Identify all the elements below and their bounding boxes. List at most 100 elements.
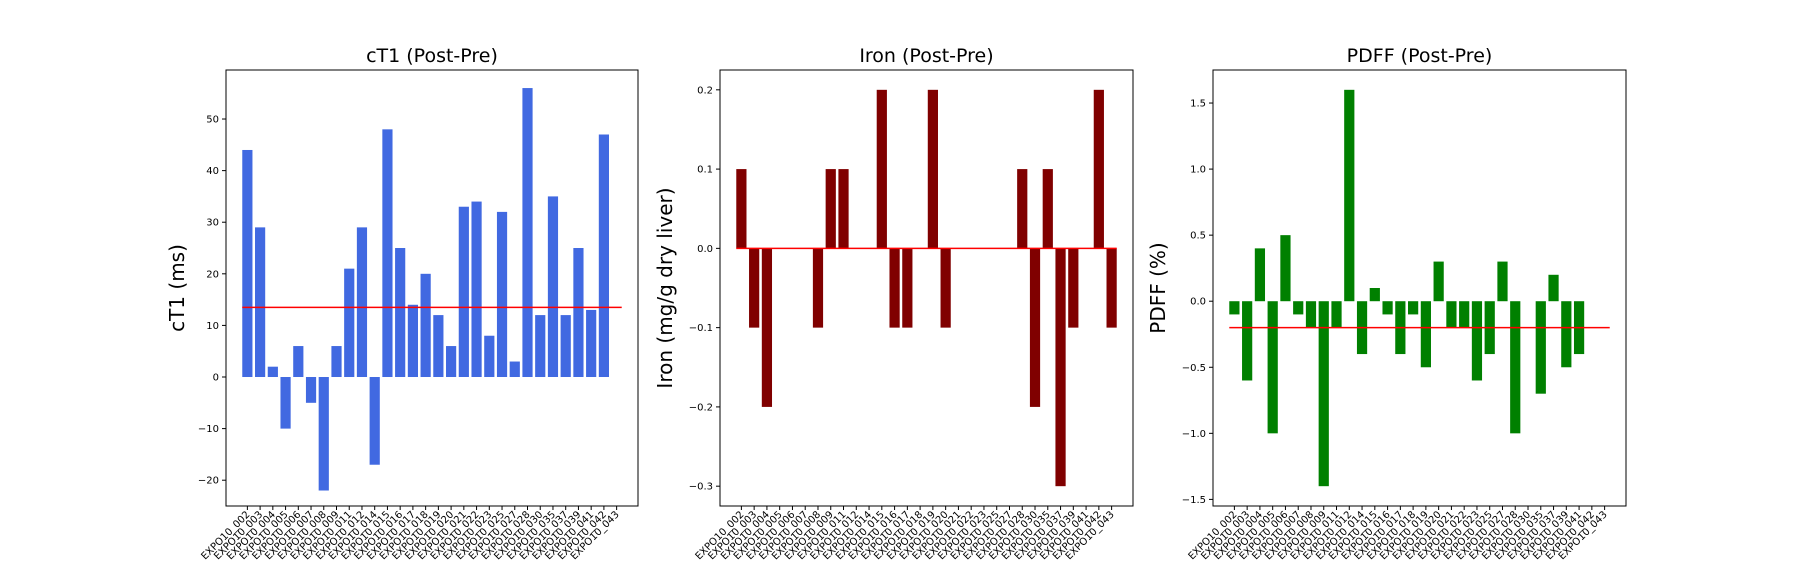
iron-bar: [927, 89, 938, 249]
ct1-bar: [586, 309, 597, 378]
ct1-ytick-label: 0: [213, 373, 219, 384]
iron-bar: [1068, 248, 1079, 328]
ct1-bar: [573, 248, 584, 377]
iron-bar: [1029, 248, 1041, 407]
pdff-chart: −1.5−1.0−0.50.00.51.01.5EXPO10_002EXPO10…: [1146, 45, 1627, 562]
iron-bar: [736, 169, 747, 249]
pdff-ytick-label: 0.5: [1190, 231, 1206, 242]
iron-bar: [1055, 248, 1066, 487]
iron-ytick-label: 0.2: [697, 85, 713, 96]
pdff-bar: [1420, 301, 1431, 368]
ct1-bar: [255, 227, 266, 377]
pdff-ytick-label: −1.5: [1182, 495, 1206, 506]
pdff-bar: [1382, 301, 1393, 315]
pdff-bar: [1331, 301, 1342, 328]
pdff-bar: [1254, 248, 1266, 302]
iron-bar: [940, 248, 951, 328]
ct1-bar: [433, 315, 444, 378]
ct1-bar: [305, 377, 317, 403]
iron-ytick-label: 0.1: [697, 165, 713, 176]
pdff-axes-frame: [1212, 69, 1627, 507]
pdff-bar: [1242, 301, 1253, 381]
ct1-ytick-label: −10: [198, 424, 219, 435]
pdff-bar: [1459, 301, 1470, 328]
pdff-bar: [1497, 261, 1508, 302]
iron-chart-title: Iron (Post-Pre): [859, 45, 993, 67]
ct1-bar: [395, 248, 406, 377]
iron-ytick-label: −0.1: [689, 323, 713, 334]
pdff-bar: [1433, 261, 1444, 302]
ct1-bar: [293, 346, 304, 378]
ct1-bar: [446, 346, 457, 378]
ct1-bar: [420, 273, 431, 378]
iron-chart: −0.3−0.2−0.10.00.10.2EXPO10_002EXPO10_00…: [653, 45, 1134, 562]
ct1-bar: [267, 366, 278, 378]
ct1-bar: [509, 361, 520, 378]
ct1-y-axis-label: cT1 (ms): [165, 244, 189, 332]
pdff-bar: [1344, 89, 1355, 302]
ct1-ytick-label: 50: [206, 115, 219, 126]
ct1-bar: [547, 196, 559, 377]
pdff-chart-title: PDFF (Post-Pre): [1347, 45, 1493, 67]
iron-bar: [838, 169, 849, 249]
ct1-ytick-label: 10: [206, 321, 219, 332]
ct1-bar: [471, 201, 482, 377]
iron-ytick-label: −0.2: [689, 402, 713, 413]
ct1-bar: [242, 149, 253, 378]
pdff-bar: [1280, 235, 1291, 302]
pdff-ytick-label: 1.0: [1190, 165, 1206, 176]
ct1-bar: [369, 377, 380, 465]
iron-bar: [1093, 89, 1104, 249]
pdff-bar: [1548, 274, 1559, 302]
ct1-bar: [382, 129, 393, 378]
ct1-bar: [331, 346, 342, 378]
iron-bar: [889, 248, 900, 328]
pdff-ytick-label: 1.5: [1190, 99, 1206, 110]
iron-ytick-label: −0.3: [689, 482, 713, 493]
iron-ytick-label: 0.0: [697, 244, 713, 255]
iron-bar: [1042, 169, 1053, 249]
ct1-bar: [407, 304, 418, 378]
pdff-bar: [1318, 301, 1329, 487]
ct1-ytick-label: 40: [206, 166, 219, 177]
pdff-bar: [1293, 301, 1304, 315]
pdff-bar: [1561, 301, 1572, 368]
ct1-bar: [535, 315, 546, 378]
iron-bar: [825, 169, 836, 249]
pdff-ytick-label: −1.0: [1182, 429, 1206, 440]
pdff-bar: [1471, 301, 1483, 381]
ct1-ytick-label: 30: [206, 218, 219, 229]
pdff-bar: [1446, 301, 1457, 328]
iron-bar: [902, 248, 913, 328]
ct1-axes-frame: [225, 69, 639, 507]
ct1-ytick-label: −20: [198, 476, 219, 487]
iron-bar: [876, 89, 887, 249]
iron-bar: [1017, 169, 1028, 249]
ct1-chart-title: cT1 (Post-Pre): [366, 45, 498, 67]
ct1-bar: [344, 268, 355, 378]
pdff-ytick-label: 0.0: [1190, 297, 1206, 308]
ct1-bar: [496, 211, 508, 377]
ct1-bar: [280, 377, 291, 429]
pdff-y-axis-label: PDFF (%): [1146, 242, 1170, 333]
pdff-bar: [1305, 301, 1317, 328]
ct1-ytick-label: 20: [206, 269, 219, 280]
iron-bar: [761, 248, 773, 407]
ct1-bar: [318, 377, 329, 491]
pdff-bar: [1267, 301, 1278, 434]
ct1-bar: [484, 335, 495, 378]
iron-bar: [812, 248, 824, 328]
iron-bar: [749, 248, 760, 328]
ct1-bar: [598, 134, 609, 378]
pdff-bar: [1535, 301, 1546, 394]
iron-y-axis-label: Iron (mg/g dry liver): [653, 187, 677, 388]
pdff-ytick-label: −0.5: [1182, 363, 1206, 374]
iron-bar: [1106, 248, 1117, 328]
ct1-chart: −20−1001020304050EXPO10_002EXPO10_003EXP…: [165, 45, 639, 562]
iron-axes-frame: [719, 69, 1134, 507]
pdff-bar: [1229, 301, 1240, 315]
pdff-bar: [1408, 301, 1419, 315]
ct1-bar: [458, 206, 469, 377]
pdff-bar: [1510, 301, 1521, 434]
